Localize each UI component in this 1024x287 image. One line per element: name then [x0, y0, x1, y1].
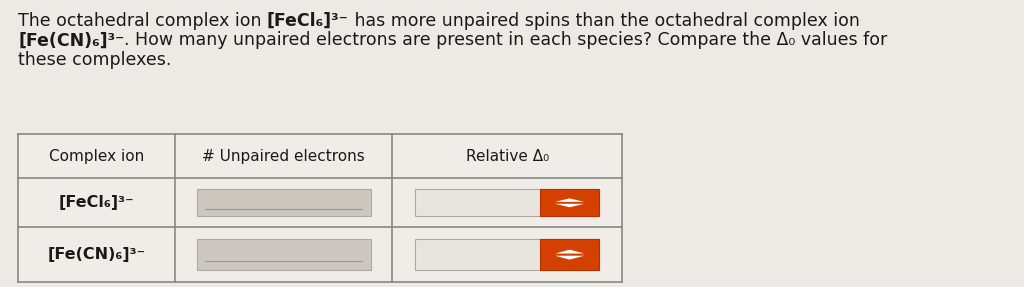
Bar — [541, 189, 599, 216]
Polygon shape — [555, 250, 585, 253]
Polygon shape — [555, 204, 585, 207]
Text: . How many unpaired electrons are present in each species? Compare the Δ₀ values: . How many unpaired electrons are presen… — [124, 31, 888, 49]
Polygon shape — [555, 256, 585, 259]
Text: [FeCl₆]³⁻: [FeCl₆]³⁻ — [58, 195, 134, 210]
Text: these complexes.: these complexes. — [18, 51, 171, 69]
Bar — [541, 239, 599, 270]
Bar — [197, 239, 371, 270]
Bar — [197, 189, 371, 216]
Text: Complex ion: Complex ion — [49, 149, 144, 164]
Text: [Fe(CN)₆]³⁻: [Fe(CN)₆]³⁻ — [47, 247, 145, 262]
Polygon shape — [555, 198, 585, 202]
Text: # Unpaired electrons: # Unpaired electrons — [203, 149, 366, 164]
Text: [FeCl₆]³⁻: [FeCl₆]³⁻ — [267, 12, 349, 30]
Text: Relative Δ₀: Relative Δ₀ — [466, 149, 549, 164]
Bar — [18, 134, 622, 282]
Bar — [416, 239, 599, 270]
Text: has more unpaired spins than the octahedral complex ion: has more unpaired spins than the octahed… — [349, 12, 859, 30]
Text: [Fe(CN)₆]³⁻: [Fe(CN)₆]³⁻ — [18, 31, 124, 49]
Bar — [416, 189, 599, 216]
Text: The octahedral complex ion: The octahedral complex ion — [18, 12, 267, 30]
